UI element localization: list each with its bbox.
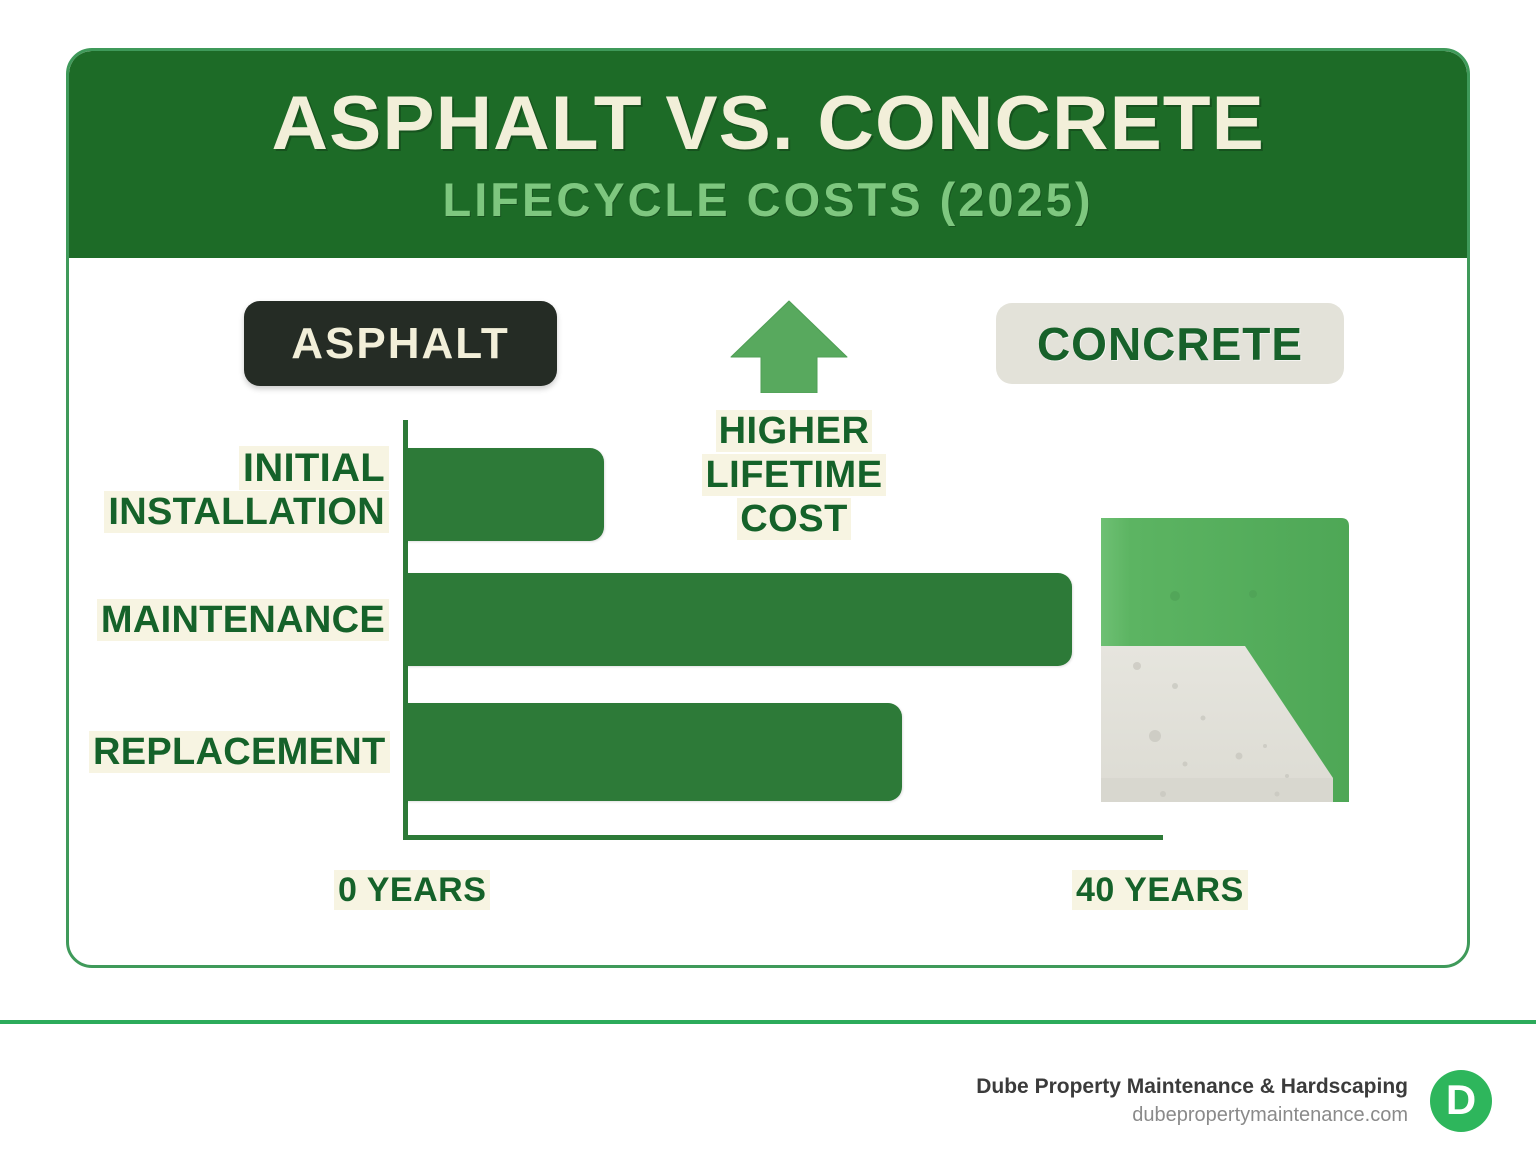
table-row <box>406 573 1072 666</box>
bar-label-text: MAINTENANCE <box>96 599 389 641</box>
footer-divider <box>0 1020 1536 1024</box>
bar-label-initial-installation: INITIAL INSTALLATION <box>89 446 389 533</box>
bar-label-line-1: INITIAL <box>238 446 389 490</box>
x-tick-0-years: 0 YEARS <box>334 870 491 910</box>
chart-y-axis <box>403 420 408 840</box>
page-title: ASPHALT VS. CONCRETE <box>271 81 1265 166</box>
legend-badge-asphalt-label: ASPHALT <box>291 318 510 368</box>
legend-badge-concrete: CONCRETE <box>996 303 1344 384</box>
infographic-card: ASPHALT VS. CONCRETE LIFECYCLE COSTS (20… <box>66 48 1470 968</box>
callout-line-1: HIGHER <box>715 410 873 452</box>
chart-x-axis <box>403 835 1163 840</box>
table-row <box>406 703 902 801</box>
table-row <box>406 448 604 541</box>
up-arrow-icon <box>719 299 859 393</box>
x-tick-40-years: 40 YEARS <box>1072 870 1248 910</box>
callout-higher-lifetime-cost: HIGHER LIFETIME COST <box>659 409 929 541</box>
footer: Dube Property Maintenance & Hardscaping … <box>0 1048 1536 1154</box>
bar-label-text: REPLACEMENT <box>89 731 390 773</box>
bar-label-maintenance: MAINTENANCE <box>89 599 389 642</box>
page-subtitle: LIFECYCLE COSTS (2025) <box>442 173 1094 226</box>
legend-badge-concrete-label: CONCRETE <box>1036 317 1304 370</box>
brand-logo-letter: D <box>1445 1076 1477 1123</box>
legend-badge-asphalt: ASPHALT <box>244 301 557 386</box>
callout-line-2: LIFETIME <box>702 454 886 497</box>
company-website[interactable]: dubepropertymaintenance.com <box>1132 1104 1408 1127</box>
lifecycle-cost-bar-chart: INITIAL INSTALLATION MAINTENANCE REPLACE… <box>69 51 1467 965</box>
callout-line-3: COST <box>737 498 851 541</box>
header-banner: ASPHALT VS. CONCRETE LIFECYCLE COSTS (20… <box>69 51 1467 258</box>
company-name: Dube Property Maintenance & Hardscaping <box>976 1074 1408 1098</box>
bar-label-line-2: INSTALLATION <box>104 490 389 533</box>
concrete-slab-illustration <box>1097 488 1357 838</box>
bar-label-replacement: REPLACEMENT <box>89 731 390 774</box>
brand-logo-icon: D <box>1430 1070 1492 1132</box>
footer-text-block: Dube Property Maintenance & Hardscaping … <box>976 1073 1408 1129</box>
